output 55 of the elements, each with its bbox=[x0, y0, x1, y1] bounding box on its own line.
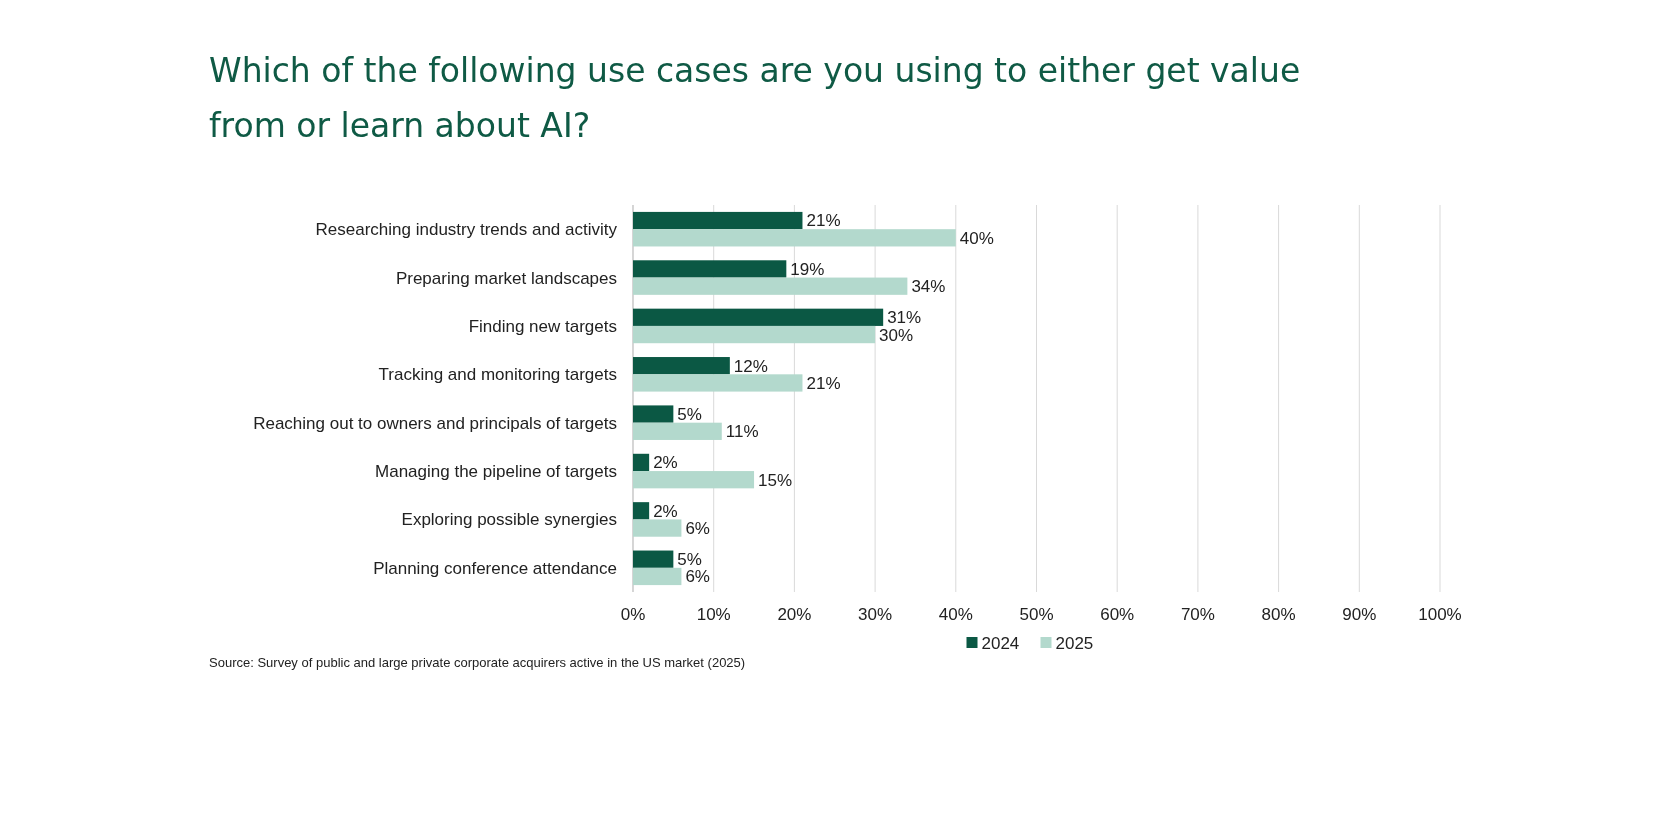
data-label: 31% bbox=[887, 308, 922, 328]
x-tick-label: 60% bbox=[1100, 605, 1135, 624]
legend-label: 2024 bbox=[981, 633, 1020, 653]
data-label: 21% bbox=[806, 373, 841, 393]
y-tick-label: Exploring possible synergies bbox=[401, 510, 617, 530]
x-tick-label: 40% bbox=[938, 605, 973, 624]
bar bbox=[633, 453, 650, 472]
bar bbox=[633, 519, 682, 537]
data-label: 40% bbox=[959, 228, 994, 248]
data-label: 6% bbox=[685, 519, 710, 539]
x-tick-label: 0% bbox=[620, 605, 646, 624]
data-label: 30% bbox=[879, 325, 914, 345]
data-label: 12% bbox=[733, 356, 768, 376]
y-tick-label: Planning conference attendance bbox=[373, 558, 617, 578]
bar bbox=[633, 502, 650, 520]
data-label: 11% bbox=[725, 422, 759, 442]
bar bbox=[633, 325, 876, 344]
data-label: 15% bbox=[758, 470, 793, 490]
data-label: 6% bbox=[685, 567, 710, 587]
data-label: 34% bbox=[911, 277, 946, 297]
x-tick-label: 50% bbox=[1019, 605, 1054, 624]
bar bbox=[633, 260, 787, 278]
data-label: 2% bbox=[653, 501, 678, 521]
bar bbox=[633, 357, 730, 375]
x-tick-label: 100% bbox=[1418, 605, 1462, 624]
x-tick-label: 30% bbox=[858, 605, 893, 624]
data-label: 5% bbox=[677, 405, 702, 424]
data-label: 2% bbox=[653, 453, 678, 473]
bar bbox=[633, 405, 674, 423]
bar bbox=[633, 374, 803, 392]
x-tick-label: 10% bbox=[696, 605, 731, 624]
chart-title: Which of the following use cases are you using to either get value from or learn about AI? bbox=[209, 51, 1301, 145]
bar bbox=[633, 211, 803, 230]
data-label: 5% bbox=[677, 550, 702, 570]
bar bbox=[633, 308, 884, 326]
x-tick-label: 80% bbox=[1261, 605, 1296, 624]
source-note: Source: Survey of public and large private corporate acquirers active in the US market (2025) bbox=[209, 655, 746, 670]
bar bbox=[633, 229, 956, 247]
data-label: 19% bbox=[790, 259, 825, 279]
bar bbox=[633, 471, 755, 489]
bar bbox=[633, 422, 722, 440]
x-tick-label: 90% bbox=[1342, 605, 1377, 624]
x-tick-label: 20% bbox=[777, 605, 812, 624]
y-tick-label: Reaching out to owners and principals of targets bbox=[253, 413, 617, 433]
bar bbox=[633, 550, 674, 568]
y-tick-label: Tracking and monitoring targets bbox=[378, 365, 617, 385]
x-tick-label: 70% bbox=[1180, 605, 1215, 624]
data-label: 21% bbox=[806, 211, 841, 231]
y-tick-label: Finding new targets bbox=[468, 316, 617, 336]
bar bbox=[633, 277, 908, 295]
y-tick-label: Researching industry trends and activity bbox=[315, 220, 618, 240]
y-tick-label: Preparing market landscapes bbox=[395, 268, 617, 288]
y-tick-label: Managing the pipeline of targets bbox=[375, 462, 617, 482]
legend-label: 2025 bbox=[1055, 633, 1094, 653]
bar bbox=[633, 567, 682, 586]
